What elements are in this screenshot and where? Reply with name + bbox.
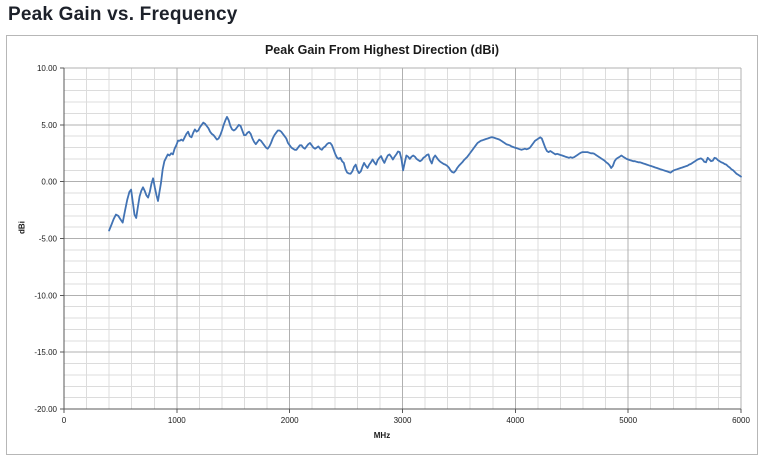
x-tick-label: 5000 (619, 416, 637, 425)
y-tick-label: 5.00 (41, 121, 57, 130)
x-axis-title: MHz (373, 431, 391, 440)
gain-frequency-plot: 10.00 5.00 0.00 -5.00 -10.00 -15.00 -20.00 0 100… (34, 64, 750, 425)
x-tick-label: 2000 (281, 416, 299, 425)
x-tick-label: 0 (62, 416, 67, 425)
y-tick-label: 10.00 (37, 64, 58, 73)
x-tick-label: 3000 (394, 416, 412, 425)
x-tick-label: 4000 (506, 416, 524, 425)
page-title: Peak Gain vs. Frequency (8, 4, 238, 25)
y-axis-title: dBi (17, 221, 27, 234)
y-tick-label: -10.00 (34, 291, 57, 300)
series-line-peak-gain (108, 116, 742, 232)
x-tick-label: 6000 (732, 416, 750, 425)
chart-title: Peak Gain From Highest Direction (dBi) (264, 43, 500, 57)
y-tick-label: -15.00 (34, 348, 57, 357)
chart-area: 10.00 5.00 0.00 -5.00 -10.00 -15.00 -20.00 0 100… (6, 35, 758, 455)
y-tick-label: -5.00 (39, 235, 58, 244)
x-tick-label: 1000 (168, 416, 186, 425)
y-tick-label: 0.00 (41, 178, 57, 187)
y-tick-label: -20.00 (34, 405, 57, 414)
